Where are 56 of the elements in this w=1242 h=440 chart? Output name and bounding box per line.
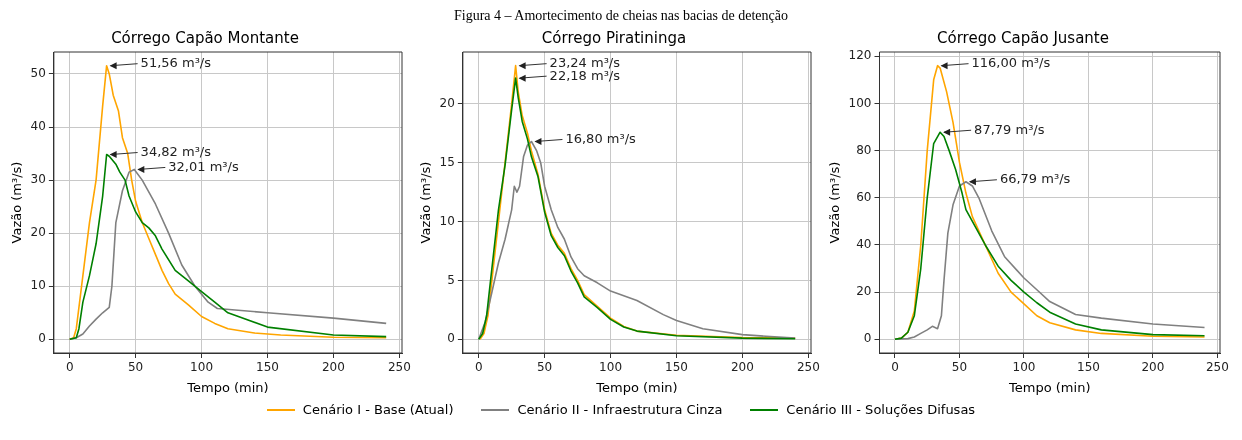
y-tick-label: 10 xyxy=(439,213,455,228)
y-tick-label: 5 xyxy=(447,272,455,287)
y-tick-label: 100 xyxy=(848,95,872,110)
y-tick-label: 40 xyxy=(30,119,46,134)
x-tick-label: 150 xyxy=(256,360,279,375)
y-tick-label: 30 xyxy=(30,172,46,187)
text: Figura 4 – Amortecimento de cheias nas bacias de detenção xyxy=(453,8,789,25)
y-axis-title: Vazão (m³/s) xyxy=(418,161,434,244)
x-tick-label: 50 xyxy=(127,360,144,375)
annotation: 16,80 m³/s xyxy=(565,130,637,146)
chart-title: Córrego Capão Jusante xyxy=(937,28,1109,47)
y-tick-label: 20 xyxy=(439,95,455,110)
y-axis-title: Vazão (m³/s) xyxy=(9,161,25,244)
x-tick-label: 0 xyxy=(474,360,483,375)
x-axis-title: Tempo (min) xyxy=(186,379,269,395)
x-tick-label: 150 xyxy=(665,360,688,375)
y-tick-label: 0 xyxy=(38,331,46,346)
chart-title: Córrego Piratininga xyxy=(541,28,687,47)
y-tick-label: 40 xyxy=(856,237,872,252)
y-tick-label: 10 xyxy=(30,278,46,293)
annotation: 87,79 m³/s xyxy=(974,121,1045,137)
y-tick-label: 20 xyxy=(856,284,872,299)
x-tick-label: 200 xyxy=(730,360,754,375)
x-tick-label: 250 xyxy=(1205,360,1229,375)
chart-title: Córrego Capão Montante xyxy=(111,28,299,47)
x-tick-label: 100 xyxy=(1012,360,1036,375)
annotation: 34,82 m³/s xyxy=(140,143,212,159)
y-tick-label: 60 xyxy=(856,189,872,204)
y-axis-title: Vazão (m³/s) xyxy=(827,161,843,244)
y-tick-label: 15 xyxy=(439,154,455,169)
x-tick-label: 0 xyxy=(65,360,74,375)
x-tick-label: 250 xyxy=(387,360,411,375)
annotation: 32,01 m³/s xyxy=(168,158,239,174)
y-tick-label: 50 xyxy=(30,66,46,81)
legend-label: Cenário II - Infraestrutura Cinza xyxy=(517,402,723,417)
x-tick-label: 150 xyxy=(1076,360,1100,375)
annotation: 116,00 m³/s xyxy=(971,55,1051,71)
x-axis-title: Tempo (min) xyxy=(595,379,678,395)
annotation: 66,79 m³/s xyxy=(999,171,1071,187)
x-tick-label: 200 xyxy=(321,360,345,375)
x-tick-label: 250 xyxy=(796,360,820,375)
y-tick-label: 20 xyxy=(30,225,46,240)
x-tick-label: 0 xyxy=(891,360,899,375)
y-tick-label: 120 xyxy=(848,48,872,63)
legend-label: Cenário III - Soluções Difusas xyxy=(786,402,976,417)
x-tick-label: 100 xyxy=(190,360,214,375)
legend-label: Cenário I - Base (Atual) xyxy=(302,402,454,417)
y-tick-label: 0 xyxy=(447,331,455,346)
x-tick-label: 100 xyxy=(599,360,623,375)
annotation: 51,56 m³/s xyxy=(140,55,212,71)
x-tick-label: 50 xyxy=(536,360,553,375)
x-tick-label: 50 xyxy=(951,360,968,375)
x-tick-label: 200 xyxy=(1141,360,1165,375)
x-axis-title: Tempo (min) xyxy=(1008,379,1091,395)
y-tick-label: 0 xyxy=(863,331,872,346)
y-tick-label: 80 xyxy=(856,142,872,157)
